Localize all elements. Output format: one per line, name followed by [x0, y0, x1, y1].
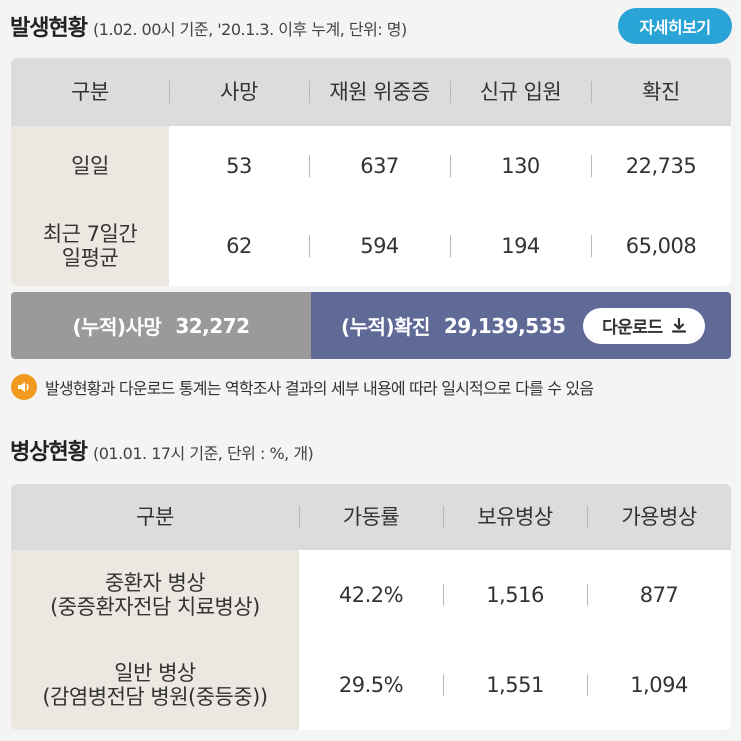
table-header-row: 구분 사망 재원 위중증 신규 입원 확진: [11, 58, 731, 126]
table-row: 일반 병상 (감염병전담 병원(중등중)) 29.5% 1,551 1,094: [11, 640, 731, 730]
occurrence-title: 발생현황: [10, 16, 88, 41]
row-label-line2: (감염병전담 병원(중등중)): [42, 685, 268, 709]
beds-header: 병상현황 (01.01. 17시 기준, 단위 : %, 개): [10, 434, 314, 466]
daily-confirmed: 22,735: [591, 126, 731, 206]
header-category: 구분: [136, 504, 174, 529]
cumulative-confirmed: (누적)확진 29,139,535 다운로드: [311, 292, 731, 359]
icu-occupancy: 42.2%: [338, 582, 404, 607]
occurrence-header: 발생현황 (1.02. 00시 기준, '20.1.3. 이후 누계, 단위: …: [10, 10, 407, 42]
speaker-icon: [11, 374, 37, 400]
beds-title: 병상현황: [10, 440, 88, 465]
header-category: 구분: [71, 79, 109, 104]
general-owned: 1,551: [443, 640, 587, 730]
header-death: 사망: [169, 58, 309, 126]
cumulative-confirmed-value: 29,139,535: [443, 313, 566, 338]
row-label-line1: 최근 7일간: [42, 221, 138, 246]
header-confirmed: 확진: [591, 58, 731, 126]
weekly-death: 62: [226, 233, 252, 258]
beds-table: 구분 가동률 보유병상 가용병상 중환자 병상 (중증환자전담 치료병상) 42…: [11, 484, 731, 730]
table-row: 중환자 병상 (중증환자전담 치료병상) 42.2% 1,516 877: [11, 550, 731, 640]
table-header-row: 구분 가동률 보유병상 가용병상: [11, 484, 731, 550]
weekly-critical: 594: [309, 206, 450, 286]
icu-available: 877: [587, 550, 731, 640]
header-occupancy: 가동률: [299, 484, 443, 550]
row-label-weekly-avg: 최근 7일간 일평균: [11, 206, 169, 286]
cumulative-death-label: (누적)사망: [72, 315, 162, 339]
daily-death: 53: [226, 153, 252, 178]
row-label-general: 일반 병상 (감염병전담 병원(중등중)): [11, 640, 299, 730]
row-label-daily: 일일: [11, 126, 169, 206]
table-row: 일일 53 637 130 22,735: [11, 126, 731, 206]
row-label-line1: 일반 병상: [114, 660, 196, 685]
cumulative-death: (누적)사망 32,272: [11, 292, 311, 359]
cumulative-bar: (누적)사망 32,272 (누적)확진 29,139,535 다운로드: [11, 292, 731, 359]
weekly-confirmed: 65,008: [591, 206, 731, 286]
row-label-line1: 중환자 병상: [104, 570, 206, 595]
general-available: 1,094: [587, 640, 731, 730]
header-owned-beds: 보유병상: [443, 484, 587, 550]
header-available-beds: 가용병상: [587, 484, 731, 550]
download-button[interactable]: 다운로드: [583, 307, 706, 344]
cumulative-confirmed-label: (누적)확진: [341, 315, 430, 339]
icu-owned: 1,516: [443, 550, 587, 640]
general-occupancy: 29.5%: [338, 672, 404, 697]
cumulative-death-value: 32,272: [175, 313, 250, 338]
header-new-admission: 신규 입원: [450, 58, 591, 126]
table-row: 최근 7일간 일평균 62 594 194 65,008: [11, 206, 731, 286]
download-icon: [671, 317, 686, 333]
detail-button[interactable]: 자세히보기: [618, 8, 732, 44]
row-label-line2: 일평균: [61, 246, 119, 270]
beds-subtitle: (01.01. 17시 기준, 단위 : %, 개): [92, 444, 314, 463]
notice-text: 발생현황과 다운로드 통계는 역학조사 결과의 세부 내용에 따라 일시적으로 …: [45, 379, 594, 398]
download-label: 다운로드: [602, 318, 663, 338]
daily-critical: 637: [309, 126, 450, 206]
occurrence-table: 구분 사망 재원 위중증 신규 입원 확진 일일 53 637 130 22,7…: [11, 58, 731, 286]
row-label-line2: (중증환자전담 치료병상): [50, 595, 260, 619]
occurrence-subtitle: (1.02. 00시 기준, '20.1.3. 이후 누계, 단위: 명): [92, 20, 407, 39]
notice: 발생현황과 다운로드 통계는 역학조사 결과의 세부 내용에 따라 일시적으로 …: [11, 374, 594, 400]
weekly-new-admission: 194: [450, 206, 591, 286]
daily-new-admission: 130: [450, 126, 591, 206]
header-critical: 재원 위중증: [309, 58, 450, 126]
row-label-icu: 중환자 병상 (중증환자전담 치료병상): [11, 550, 299, 640]
